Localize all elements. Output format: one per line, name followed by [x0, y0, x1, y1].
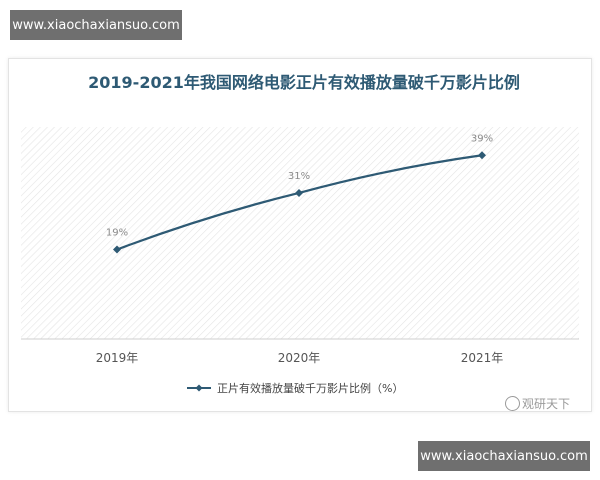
x-tick-label: 2020年: [278, 351, 321, 365]
data-label: 19%: [106, 227, 128, 238]
chart-card: 2019-2021年我国网络电影正片有效播放量破千万影片比例 19% 31% 39%…: [8, 58, 592, 412]
plot-area: [21, 127, 579, 339]
logo-icon: [505, 396, 520, 411]
line-chart: 19% 31% 39% 2019年 2020年 2021年 正片有效播放量破千万影片比例（…: [21, 127, 579, 395]
data-point: [113, 245, 121, 254]
credit-badge: 观研天下: [505, 395, 570, 412]
credit-text: 观研天下: [522, 397, 571, 411]
legend-marker: [195, 384, 203, 392]
chart-title: 2019-2021年我国网络电影正片有效播放量破千万影片比例: [88, 73, 520, 92]
data-point: [478, 151, 486, 160]
x-tick-label: 2019年: [96, 351, 139, 365]
data-label: 39%: [471, 133, 493, 144]
data-point: [295, 188, 303, 197]
watermark-top: www.xiaochaxiansuo.com: [10, 10, 182, 40]
legend-label: 正片有效播放量破千万影片比例（%）: [217, 381, 403, 395]
x-tick-label: 2021年: [461, 351, 504, 365]
watermark-bottom: www.xiaochaxiansuo.com: [418, 441, 590, 471]
data-label: 31%: [288, 171, 310, 182]
